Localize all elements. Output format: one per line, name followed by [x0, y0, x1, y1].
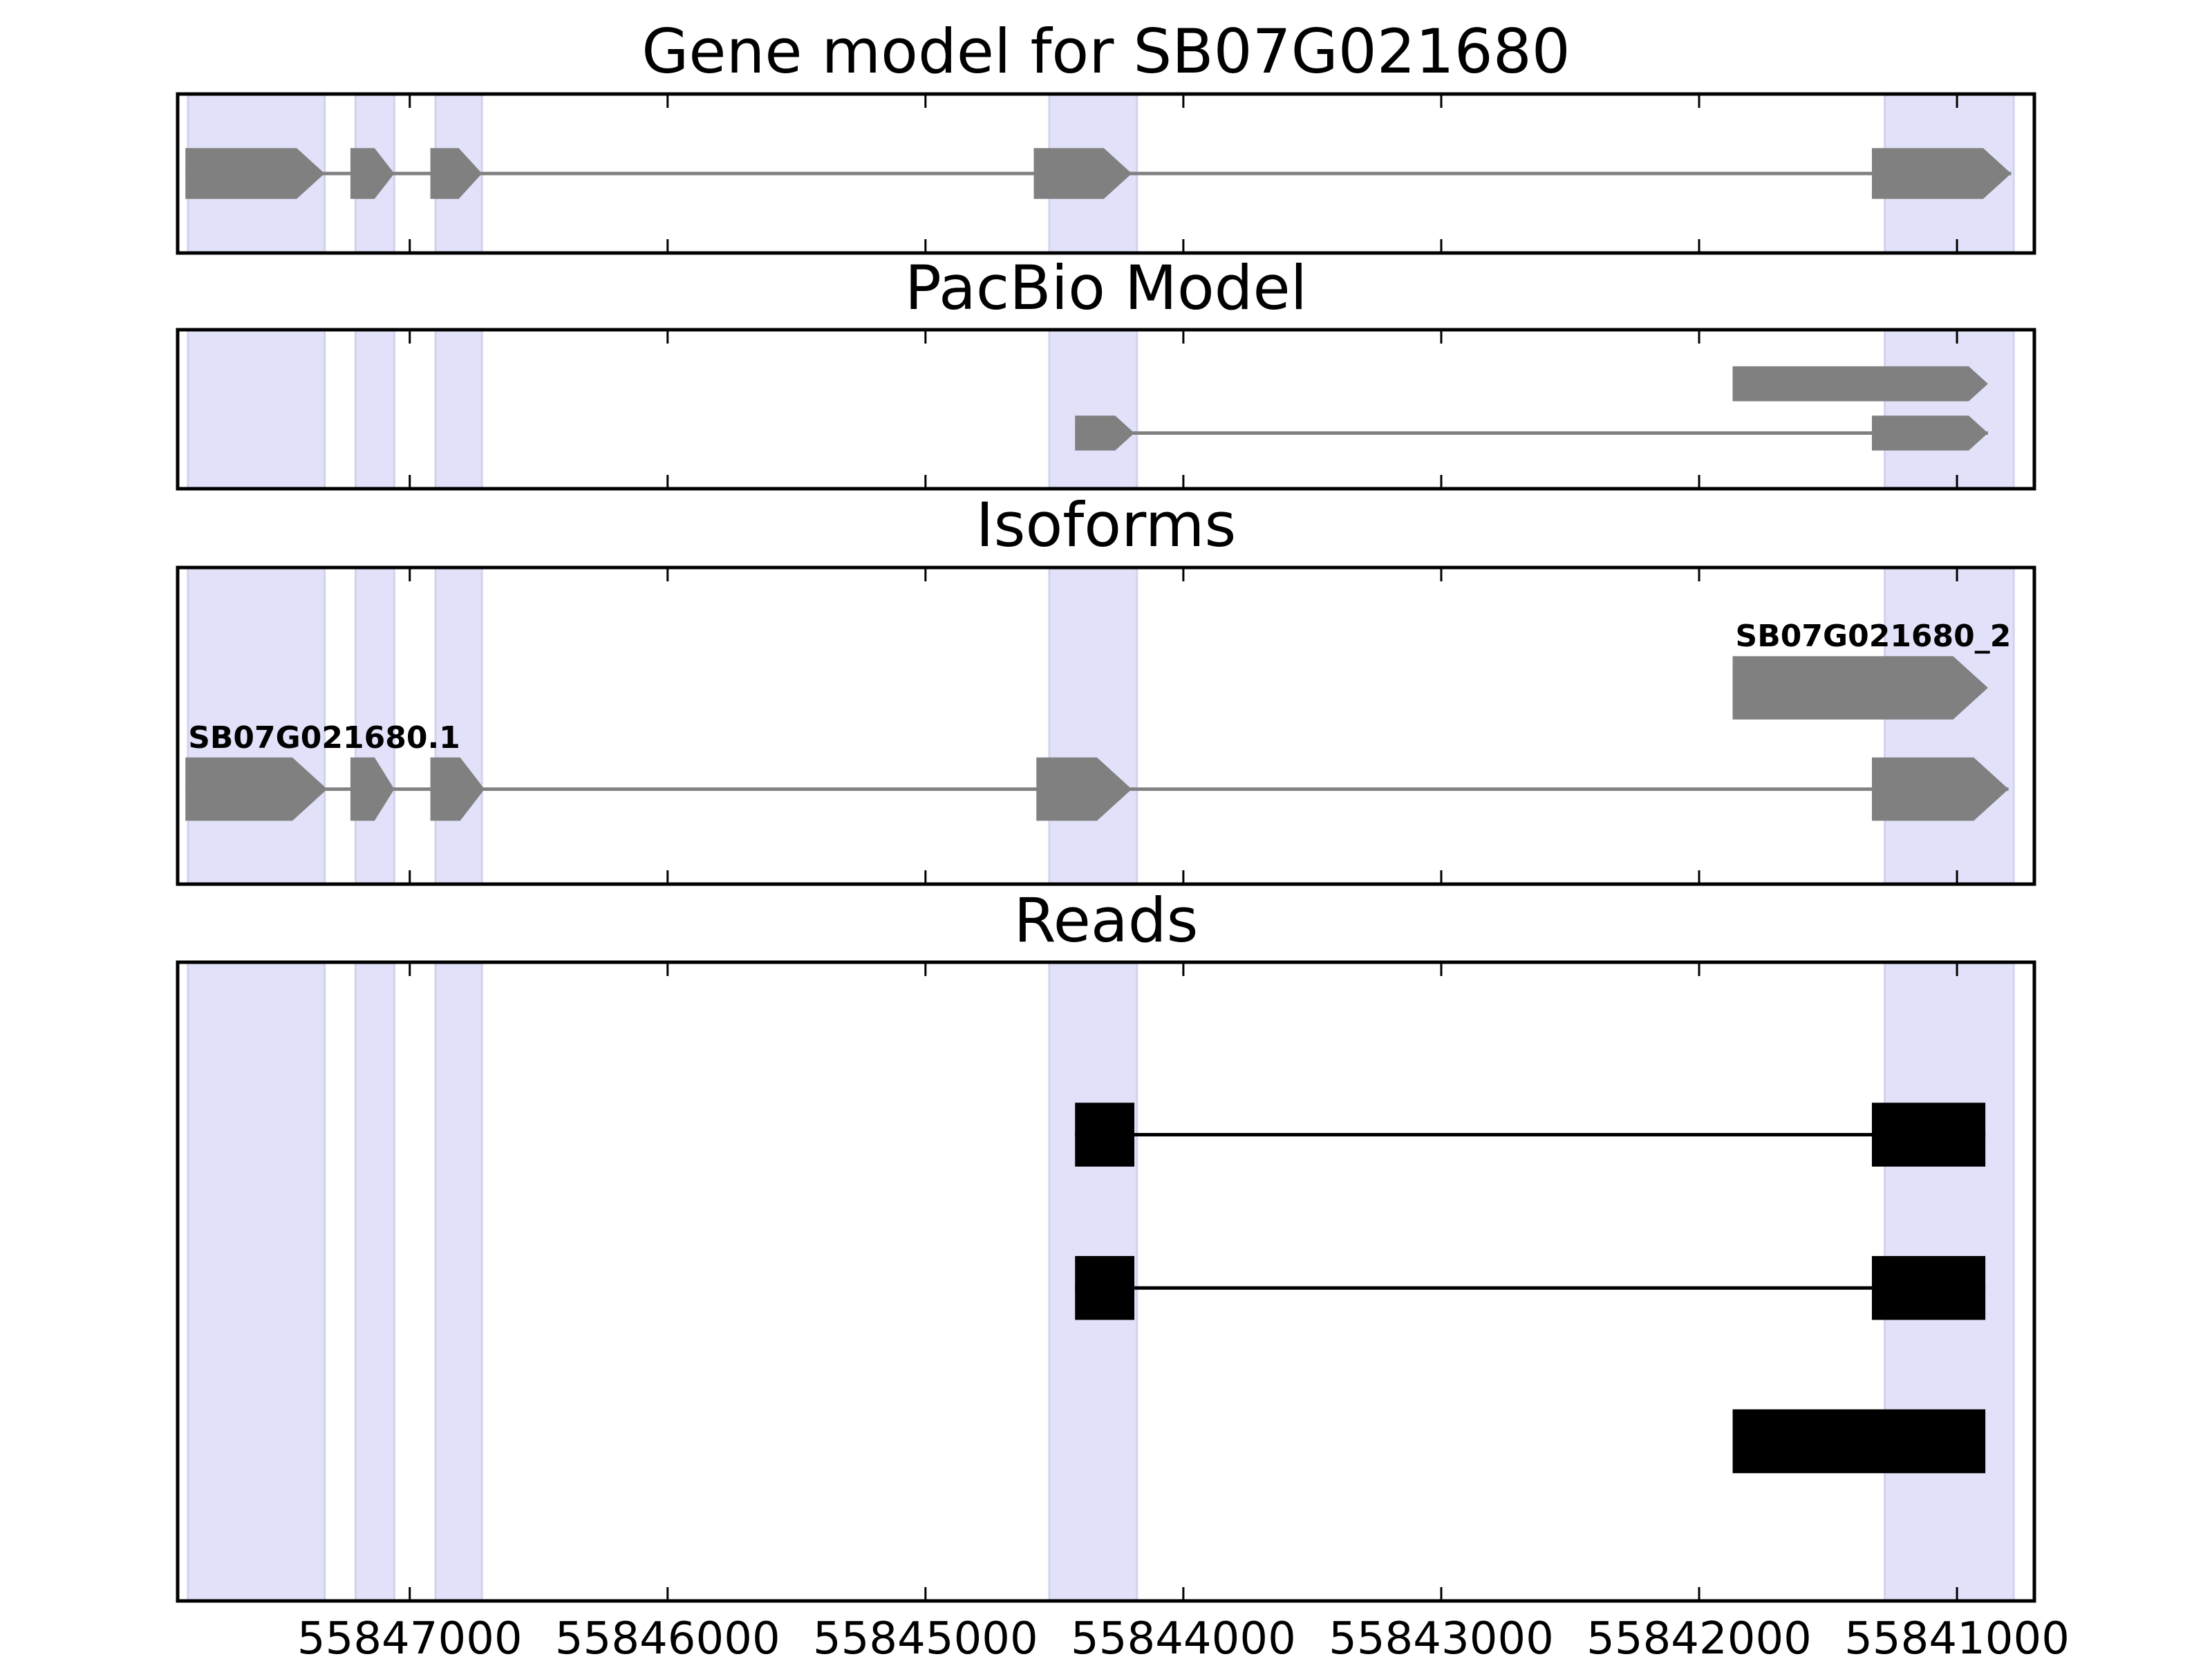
- reads-marks: [1075, 1103, 1986, 1474]
- highlight-region: [434, 961, 483, 1602]
- exon-block: [1732, 656, 1988, 720]
- pacbio-model-ticks: [409, 330, 1958, 489]
- exon-block: [430, 757, 485, 821]
- exon-block: [1871, 757, 2009, 821]
- isoform-label: SB07G021680_2: [1736, 619, 2012, 654]
- read-block: [1075, 1103, 1135, 1167]
- highlight-region: [187, 328, 326, 490]
- pacbio-model-title: PacBio Model: [905, 252, 1307, 324]
- exon-block: [1036, 757, 1132, 821]
- highlight-region: [354, 566, 395, 885]
- highlight-region: [434, 328, 483, 490]
- isoforms-frame: [176, 565, 2036, 886]
- highlight-region: [354, 328, 395, 490]
- isoforms-labels: SB07G021680.1 SB07G021680_2: [188, 619, 2011, 756]
- gene-model-ticks: [409, 94, 1958, 253]
- isoforms-marks: [185, 656, 2009, 821]
- highlight-region: [187, 961, 326, 1602]
- pacbio-model-marks: [1075, 366, 1988, 451]
- pacbio-model-frame: [176, 328, 2036, 491]
- highlight-region: [1048, 328, 1138, 490]
- x-tick-label: 55845000: [813, 1613, 1038, 1659]
- gene-model-title: Gene model for SB07G021680: [641, 16, 1571, 87]
- highlight-region: [1048, 566, 1138, 885]
- highlight-region: [354, 961, 395, 1602]
- gene-model-panel: Gene model for SB07G021680: [176, 16, 2036, 255]
- x-axis-tick-labels: 55847000 55846000 55845000 55844000 55843000…: [297, 1613, 2070, 1659]
- gene-model-frame: [176, 92, 2036, 255]
- read-block: [1732, 1409, 1986, 1474]
- x-tick-label: 55841000: [1844, 1613, 2070, 1659]
- highlight-region: [1884, 328, 2015, 490]
- exon-block: [1871, 415, 1988, 451]
- exon-block: [185, 148, 325, 199]
- x-tick-label: 55843000: [1329, 1613, 1554, 1659]
- read-block: [1871, 1256, 1986, 1320]
- pacbio-model-highlights: [187, 328, 2015, 490]
- reads-frame: [176, 960, 2036, 1603]
- gene-model-marks: [185, 148, 2012, 199]
- reads-panel: Reads: [176, 885, 2036, 1603]
- exon-block: [350, 757, 395, 821]
- exon-block: [1871, 148, 2012, 199]
- isoforms-title: Isoforms: [976, 489, 1237, 561]
- highlight-region: [187, 566, 326, 885]
- exon-block: [350, 148, 395, 199]
- x-tick-label: 55842000: [1586, 1613, 1812, 1659]
- x-tick-label: 55847000: [297, 1613, 523, 1659]
- exon-block: [1732, 366, 1988, 402]
- exon-block: [185, 757, 328, 821]
- read-block: [1075, 1256, 1135, 1320]
- exon-block: [430, 148, 482, 199]
- isoforms-panel: SB07G021680.1 SB07G021680_2 Isoforms: [176, 489, 2036, 886]
- isoform-label: SB07G021680.1: [188, 720, 460, 756]
- reads-ticks: [409, 962, 1958, 1601]
- x-tick-label: 55846000: [555, 1613, 780, 1659]
- isoforms-ticks: [409, 568, 1958, 884]
- exon-block: [1075, 415, 1135, 451]
- pacbio-model-panel: PacBio Model: [176, 252, 2036, 491]
- read-block: [1871, 1103, 1986, 1167]
- highlight-region: [1884, 566, 2015, 885]
- reads-title: Reads: [1014, 885, 1199, 956]
- exon-block: [1033, 148, 1132, 199]
- x-tick-label: 55844000: [1071, 1613, 1296, 1659]
